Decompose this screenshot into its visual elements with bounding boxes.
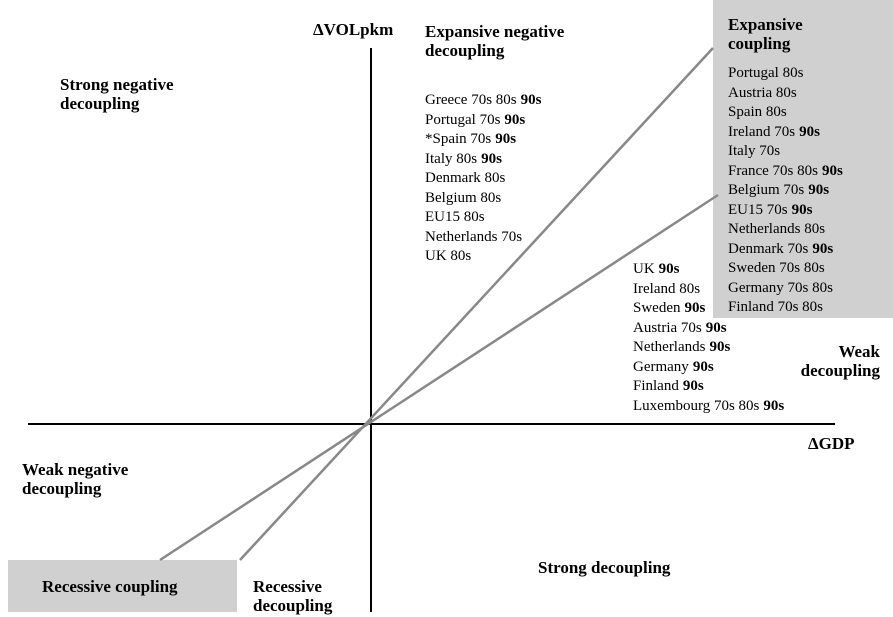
entry-text: Belgium 70s <box>728 182 805 198</box>
country-entry: Austria 70s 90s <box>633 319 784 339</box>
entry-text: *Spain 70s <box>425 131 492 147</box>
entry-text: Netherlands <box>633 339 706 355</box>
entry-bold: 90s <box>481 150 502 167</box>
entry-text: France 70s 80s <box>728 162 818 179</box>
country-entry: Belgium 70s 90s <box>728 181 843 201</box>
entry-text: Denmark 70s <box>728 240 809 257</box>
country-entry: *Spain 70s 90s <box>425 130 541 150</box>
entry-bold: 90s <box>658 261 680 277</box>
entry-text: Finland 70s 80s <box>728 299 824 315</box>
country-entry: EU15 80s <box>425 208 541 228</box>
entry-bold: 90s <box>520 92 542 108</box>
y-axis-label: ΔVOLpkm <box>313 20 394 39</box>
country-entry: EU15 70s 90s <box>728 201 843 221</box>
region-label: Weak negative decoupling <box>22 460 129 498</box>
country-list: Greece 70s 80s 90s Portugal 70s 90s *Spain 7… <box>425 91 541 267</box>
region-label: Recessive coupling <box>42 577 178 596</box>
country-entry: France 70s 80s 90s <box>728 162 843 182</box>
country-entry: Germany 70s 80s <box>728 279 843 299</box>
entry-text: Belgium 80s <box>425 189 502 206</box>
country-entry: Denmark 80s <box>425 169 541 189</box>
region-label: Strong decoupling <box>538 558 671 577</box>
country-entry: Finland 90s <box>633 377 784 397</box>
country-entry: Belgium 80s <box>425 189 541 209</box>
entry-bold: 90s <box>799 123 820 140</box>
entry-bold: 90s <box>682 378 704 394</box>
entry-bold: 90s <box>812 240 834 257</box>
country-entry: UK 80s <box>425 247 541 267</box>
entry-bold: 90s <box>684 300 706 316</box>
x-axis-label: ΔGDP <box>808 434 855 453</box>
entry-bold: 90s <box>705 319 727 336</box>
country-entry: Luxembourg 70s 80s 90s <box>633 397 784 417</box>
entry-text: Italy 70s <box>728 143 781 159</box>
entry-text: Spain 80s <box>728 104 787 120</box>
country-entry: Italy 80s 90s <box>425 150 541 170</box>
entry-bold: 90s <box>822 162 843 179</box>
country-entry: UK 90s <box>633 260 784 280</box>
country-entry: Sweden 90s <box>633 299 784 319</box>
country-entry: Netherlands 70s <box>425 228 541 248</box>
entry-text: Ireland 70s <box>728 123 796 140</box>
entry-bold: 90s <box>709 339 731 355</box>
entry-text: Italy 80s <box>425 150 478 167</box>
entry-text: Sweden <box>633 300 681 316</box>
entry-text: Germany 70s 80s <box>728 279 833 296</box>
country-entry: Portugal 80s <box>728 64 843 84</box>
entry-bold: 90s <box>808 182 830 198</box>
country-entry: Sweden 70s 80s <box>728 259 843 279</box>
country-entry: Austria 80s <box>728 84 843 104</box>
region-label: Strong negative decoupling <box>60 75 174 113</box>
country-entry: Germany 90s <box>633 358 784 378</box>
recessive-coupling-box <box>8 560 237 612</box>
entry-text: Ireland 80s <box>633 280 701 297</box>
diagonal-line <box>239 47 714 561</box>
country-entry: Italy 70s <box>728 142 843 162</box>
entry-text: Austria 80s <box>728 84 797 101</box>
entry-text: Greece 70s 80s <box>425 92 517 108</box>
entry-bold: 90s <box>763 397 785 414</box>
country-entry: Netherlands 80s <box>728 220 843 240</box>
entry-text: Germany <box>633 358 689 375</box>
country-entry: Finland 70s 80s <box>728 298 843 318</box>
entry-text: Luxembourg 70s 80s <box>633 397 760 414</box>
entry-text: Finland <box>633 378 679 394</box>
entry-text: Austria 70s <box>633 319 702 336</box>
entry-bold: 90s <box>504 111 526 128</box>
entry-text: Netherlands 70s <box>425 228 523 245</box>
entry-bold: 90s <box>692 358 714 375</box>
entry-text: Portugal 80s <box>728 65 804 81</box>
country-entry: Ireland 80s <box>633 280 784 300</box>
entry-text: EU15 80s <box>425 209 485 225</box>
entry-text: Denmark 80s <box>425 170 506 186</box>
entry-text: Sweden 70s 80s <box>728 260 825 276</box>
entry-text: UK <box>633 261 655 277</box>
entry-text: Portugal 70s <box>425 111 501 128</box>
region-label: Weak decoupling <box>800 342 880 380</box>
entry-bold: 90s <box>791 201 813 218</box>
region-label: Recessive decoupling <box>253 577 333 615</box>
expansive-coupling-box <box>713 0 893 318</box>
country-entry: Portugal 70s 90s <box>425 111 541 131</box>
entry-text: UK 80s <box>425 248 472 264</box>
country-list: UK 90s Ireland 80s Sweden 90s Austria 70s 90s N… <box>633 260 784 416</box>
country-entry: Denmark 70s 90s <box>728 240 843 260</box>
region-label: Expansive coupling <box>728 15 803 53</box>
entry-text: EU15 70s <box>728 201 788 218</box>
country-list: Portugal 80s Austria 80s Spain 80s Ireland … <box>728 64 843 318</box>
country-entry: Spain 80s <box>728 103 843 123</box>
country-entry: Greece 70s 80s 90s <box>425 91 541 111</box>
country-entry: Netherlands 90s <box>633 338 784 358</box>
entry-bold: 90s <box>495 131 517 147</box>
entry-text: Netherlands 80s <box>728 221 826 237</box>
country-entry: Ireland 70s 90s <box>728 123 843 143</box>
diagonal-line <box>159 193 719 562</box>
region-label: Expansive negative decoupling <box>425 22 565 60</box>
